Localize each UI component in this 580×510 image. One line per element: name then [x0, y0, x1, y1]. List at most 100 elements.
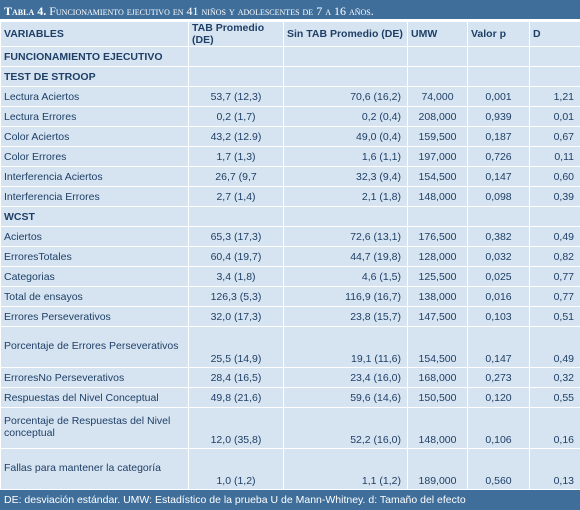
cell: 2,1 (1,8) [284, 187, 408, 207]
cell: 1,1 (1,2) [284, 449, 408, 490]
row-label: Respuestas del Nivel Conceptual [1, 388, 189, 408]
cell: 25,5 (14,9) [189, 327, 284, 368]
cell: 0,103 [468, 307, 530, 327]
empty-cell [284, 207, 408, 227]
table-row: Porcentaje de Respuestas del Nivel conce… [1, 408, 580, 449]
column-header: Sin TAB Promedio (DE) [284, 22, 408, 47]
cell: 126,3 (5,3) [189, 287, 284, 307]
cell: 1,7 (1,3) [189, 147, 284, 167]
cell: 0,77 [530, 287, 580, 307]
cell: 23,8 (15,7) [284, 307, 408, 327]
cell: 154,500 [408, 327, 468, 368]
row-label: ErroresTotales [1, 247, 189, 267]
cell: 0,55 [530, 388, 580, 408]
footnote: DE: desviación estándar. UMW: Estadístic… [0, 490, 580, 510]
cell: 0,51 [530, 307, 580, 327]
row-label: Interferencia Aciertos [1, 167, 189, 187]
cell: 0,032 [468, 247, 530, 267]
row-label: Lectura Errores [1, 107, 189, 127]
cell: 0,560 [468, 449, 530, 490]
cell: 0,147 [468, 327, 530, 368]
cell: 148,000 [408, 408, 468, 449]
empty-cell [408, 67, 468, 87]
table-row: FUNCIONAMIENTO EJECUTIVO [1, 47, 580, 67]
cell: 70,6 (16,2) [284, 87, 408, 107]
cell: 1,21 [530, 87, 580, 107]
page: Tabla 4. Funcionamiento ejecutivo en 41 … [0, 0, 580, 497]
cell: 2,7 (1,4) [189, 187, 284, 207]
row-label: Categorias [1, 267, 189, 287]
cell: 208,000 [408, 107, 468, 127]
cell: 0,01 [530, 107, 580, 127]
cell: 19,1 (11,6) [284, 327, 408, 368]
column-header: UMW [408, 22, 468, 47]
cell: 125,500 [408, 267, 468, 287]
empty-cell [468, 47, 530, 67]
cell: 0,16 [530, 408, 580, 449]
table-label: Tabla 4. [4, 4, 46, 18]
row-label: Color Aciertos [1, 127, 189, 147]
cell: 26,7 (9,7 [189, 167, 284, 187]
cell: 197,000 [408, 147, 468, 167]
empty-cell [530, 47, 580, 67]
cell: 0,67 [530, 127, 580, 147]
cell: 0,2 (1,7) [189, 107, 284, 127]
cell: 4,6 (1,5) [284, 267, 408, 287]
cell: 53,7 (12,3) [189, 87, 284, 107]
empty-cell [284, 67, 408, 87]
column-header: TAB Promedio (DE) [189, 22, 284, 47]
cell: 0,001 [468, 87, 530, 107]
cell: 116,9 (16,7) [284, 287, 408, 307]
row-label: Errores Perseverativos [1, 307, 189, 327]
empty-cell [408, 47, 468, 67]
cell: 0,016 [468, 287, 530, 307]
cell: 72,6 (13,1) [284, 227, 408, 247]
cell: 0,2 (0,4) [284, 107, 408, 127]
cell: 32,0 (17,3) [189, 307, 284, 327]
row-label: TEST DE STROOP [1, 67, 189, 87]
row-label: FUNCIONAMIENTO EJECUTIVO [1, 47, 189, 67]
cell: 23,4 (16,0) [284, 368, 408, 388]
row-label: Porcentaje de Errores Perseverativos [1, 327, 189, 368]
cell: 0,939 [468, 107, 530, 127]
cell: 74,000 [408, 87, 468, 107]
cell: 49,8 (21,6) [189, 388, 284, 408]
empty-cell [408, 207, 468, 227]
cell: 49,0 (0,4) [284, 127, 408, 147]
cell: 189,000 [408, 449, 468, 490]
empty-cell [189, 67, 284, 87]
cell: 0,120 [468, 388, 530, 408]
cell: 138,000 [408, 287, 468, 307]
row-label: Fallas para mantener la categoría [1, 449, 189, 490]
cell: 148,000 [408, 187, 468, 207]
cell: 147,500 [408, 307, 468, 327]
cell: 28,4 (16,5) [189, 368, 284, 388]
cell: 0,106 [468, 408, 530, 449]
cell: 0,11 [530, 147, 580, 167]
cell: 0,39 [530, 187, 580, 207]
table-title: Funcionamiento ejecutivo en 41 niños y a… [49, 4, 374, 18]
cell: 0,13 [530, 449, 580, 490]
cell: 0,098 [468, 187, 530, 207]
cell: 0,49 [530, 327, 580, 368]
cell: 159,500 [408, 127, 468, 147]
empty-cell [468, 67, 530, 87]
empty-cell [284, 47, 408, 67]
cell: 12,0 (35,8) [189, 408, 284, 449]
empty-cell [189, 47, 284, 67]
column-header: VARIABLES [1, 22, 189, 47]
cell: 0,77 [530, 267, 580, 287]
row-label: Aciertos [1, 227, 189, 247]
cell: 32,3 (9,4) [284, 167, 408, 187]
